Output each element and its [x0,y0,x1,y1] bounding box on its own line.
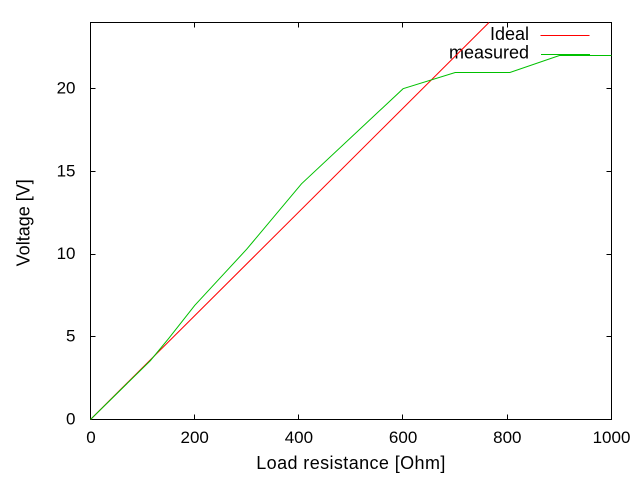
svg-text:Voltage [V]: Voltage [V] [14,179,34,266]
svg-text:5: 5 [66,327,75,346]
svg-text:15: 15 [57,161,76,180]
svg-text:600: 600 [389,428,417,447]
svg-text:20: 20 [57,78,76,97]
svg-text:0: 0 [66,409,75,428]
svg-text:Ideal: Ideal [490,24,529,44]
svg-text:0: 0 [86,428,95,447]
svg-text:10: 10 [57,244,76,263]
svg-text:1000: 1000 [593,428,631,447]
svg-text:200: 200 [181,428,209,447]
svg-text:800: 800 [493,428,521,447]
svg-text:400: 400 [285,428,313,447]
svg-text:Load resistance [Ohm]: Load resistance [Ohm] [256,453,446,473]
svg-text:measured: measured [449,43,529,63]
